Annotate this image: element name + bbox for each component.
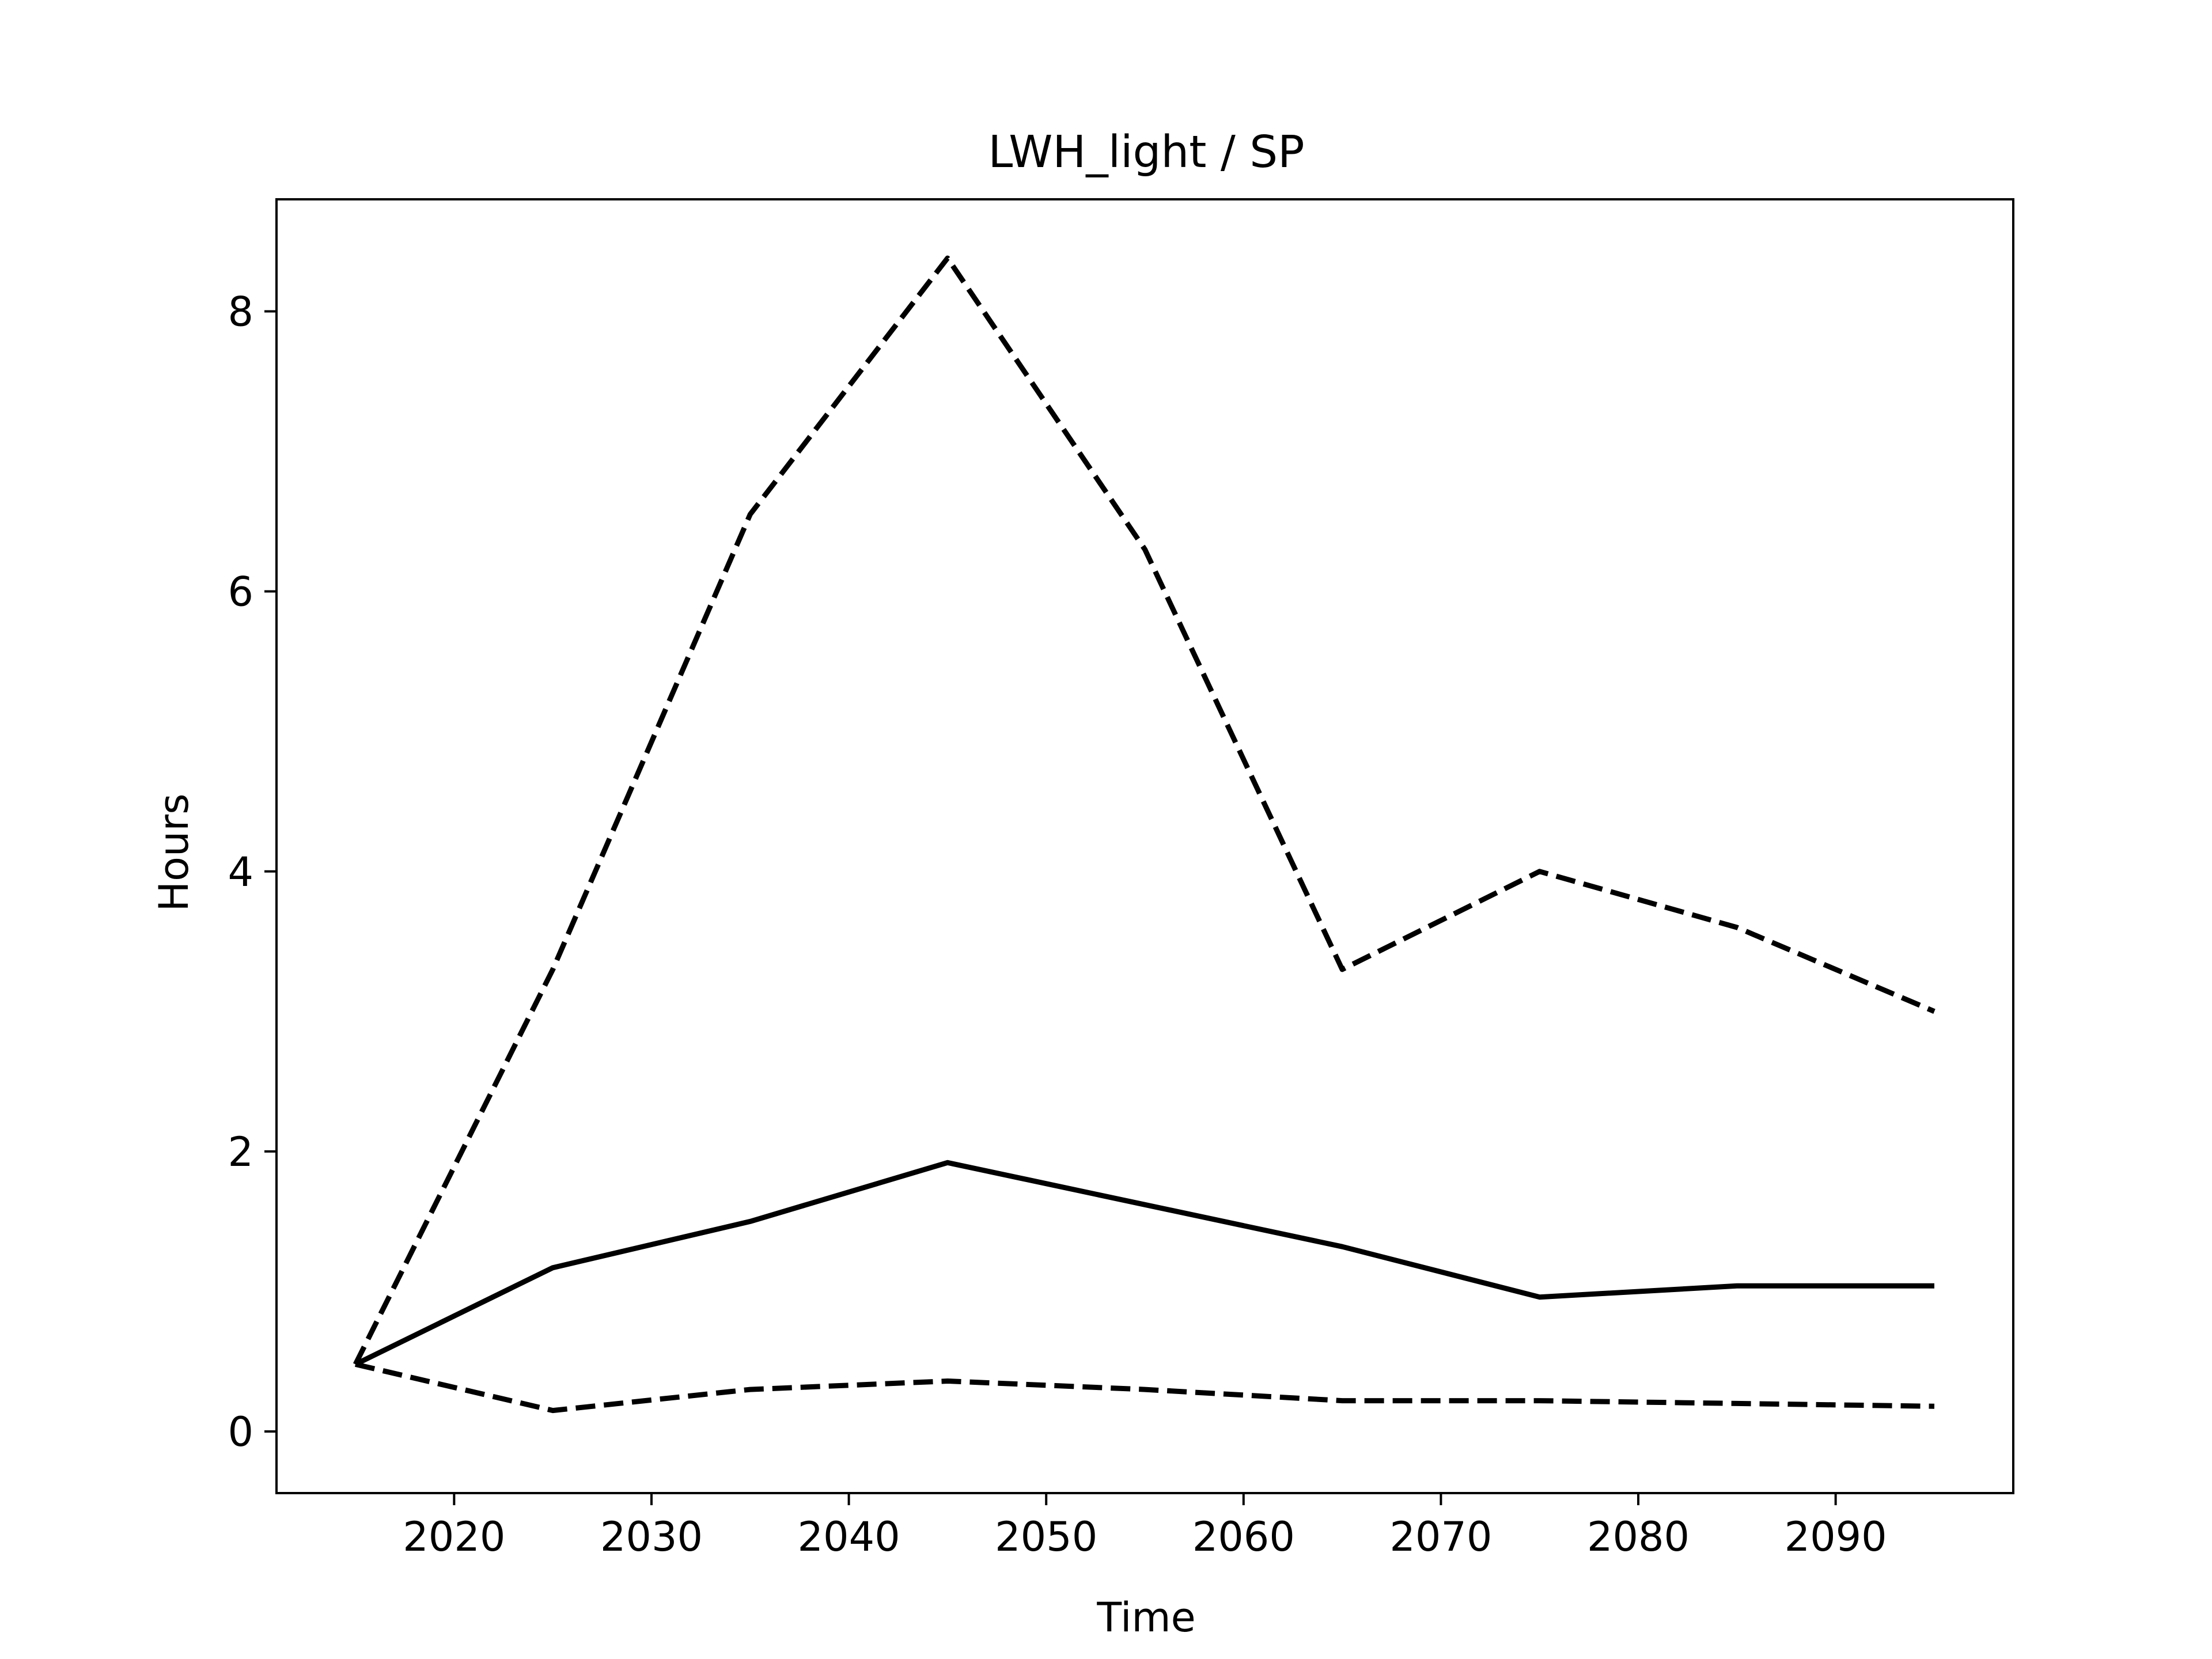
y-tick-label: 4: [228, 849, 253, 896]
x-tick-label: 2050: [995, 1513, 1097, 1560]
series-line-1-dashed: [353, 255, 1936, 1366]
series-layer: [353, 255, 1936, 1414]
y-tick-label: 0: [228, 1408, 253, 1456]
y-tick-label: 8: [228, 288, 253, 335]
x-tick-label: 2090: [1785, 1513, 1887, 1560]
x-tick-label: 2020: [403, 1513, 505, 1560]
chart-title: LWH_light / SP: [988, 127, 1304, 178]
x-tick-label: 2070: [1389, 1513, 1492, 1560]
x-tick-label: 2080: [1587, 1513, 1690, 1560]
y-axis: 0 2 4 6 8: [228, 288, 276, 1456]
x-axis-label: Time: [1096, 1594, 1195, 1641]
y-tick-label: 6: [228, 569, 253, 616]
x-tick-label: 2030: [600, 1513, 703, 1560]
plot-frame: [275, 198, 2014, 1494]
x-tick-label: 2060: [1192, 1513, 1295, 1560]
series-line-3-dashed: [354, 1362, 1935, 1414]
series-line-2-solid: [354, 1160, 1934, 1367]
y-axis-label: Hours: [150, 793, 198, 911]
x-tick-label: 2040: [798, 1513, 900, 1560]
x-axis: 2020 2030 2040 2050 2060 2070 2080 2090: [403, 1493, 1887, 1560]
y-tick-label: 2: [228, 1128, 253, 1176]
